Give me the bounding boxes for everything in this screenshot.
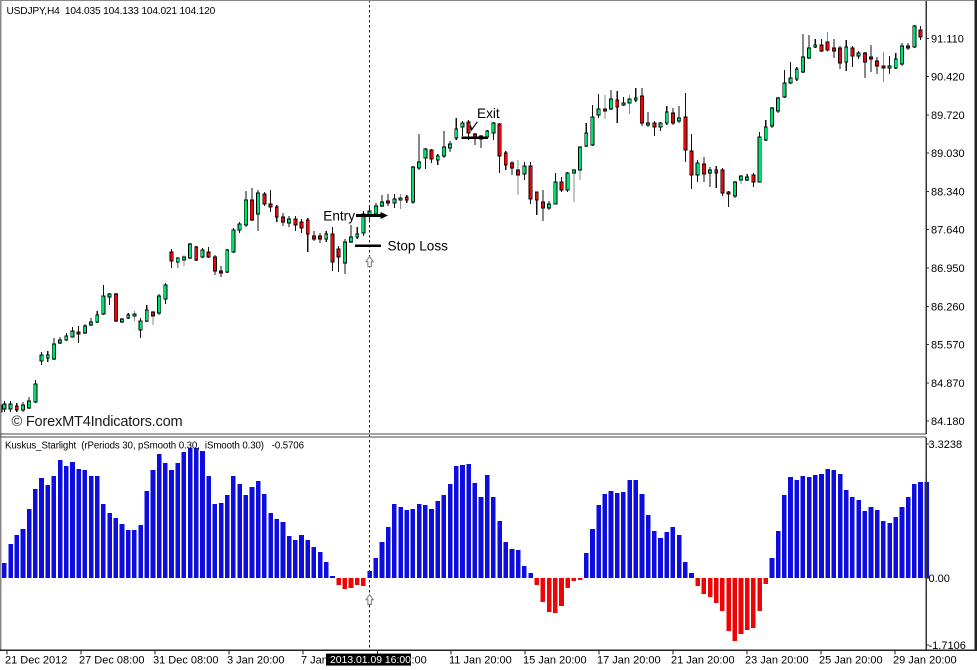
- svg-text:29 Jan 20:00: 29 Jan 20:00: [893, 655, 957, 667]
- svg-text:-1.7106: -1.7106: [929, 640, 966, 652]
- svg-text:21 Dec 2012: 21 Dec 2012: [5, 655, 67, 667]
- svg-text:89.720: 89.720: [931, 110, 965, 122]
- svg-text:Stop Loss: Stop Loss: [388, 239, 449, 254]
- svg-text:© ForexMT4Indicators.com: © ForexMT4Indicators.com: [12, 414, 183, 430]
- svg-text:89.030: 89.030: [931, 148, 965, 160]
- svg-text:27 Dec 08:00: 27 Dec 08:00: [79, 655, 144, 667]
- svg-text:31 Dec 08:00: 31 Dec 08:00: [153, 655, 218, 667]
- svg-text:86.260: 86.260: [931, 301, 965, 313]
- svg-text::00: :00: [412, 655, 427, 667]
- svg-text:84.180: 84.180: [931, 416, 965, 428]
- svg-text:91.110: 91.110: [931, 33, 964, 45]
- svg-text:25 Jan 20:00: 25 Jan 20:00: [819, 655, 883, 667]
- svg-text:86.950: 86.950: [931, 263, 965, 275]
- svg-text:15 Jan 20:00: 15 Jan 20:00: [523, 655, 587, 667]
- svg-text:3.3238: 3.3238: [929, 439, 963, 451]
- svg-text:87.640: 87.640: [931, 225, 965, 237]
- svg-text:11 Jan 20:00: 11 Jan 20:00: [449, 655, 512, 667]
- svg-text:90.420: 90.420: [931, 72, 965, 84]
- svg-text:85.570: 85.570: [931, 340, 965, 352]
- svg-text:Entry: Entry: [323, 208, 355, 223]
- svg-text:88.340: 88.340: [931, 186, 965, 198]
- svg-text:84.870: 84.870: [931, 378, 965, 390]
- svg-text:21 Jan 20:00: 21 Jan 20:00: [671, 655, 735, 667]
- svg-text:23 Jan 20:00: 23 Jan 20:00: [745, 655, 809, 667]
- svg-text:USDJPY,H4 104.035 104.133 104: USDJPY,H4 104.035 104.133 104.021 104.12…: [7, 6, 216, 17]
- svg-text:Kuskus_Starlight (rPeriods 30: Kuskus_Starlight (rPeriods 30, pSmooth 0…: [5, 441, 304, 452]
- svg-text:Exit: Exit: [477, 106, 500, 121]
- svg-text:0.00: 0.00: [929, 573, 950, 585]
- svg-text:17 Jan 20:00: 17 Jan 20:00: [597, 655, 661, 667]
- svg-text:2013.01.09 16:00: 2013.01.09 16:00: [330, 655, 411, 666]
- svg-text:3 Jan 20:00: 3 Jan 20:00: [227, 655, 285, 667]
